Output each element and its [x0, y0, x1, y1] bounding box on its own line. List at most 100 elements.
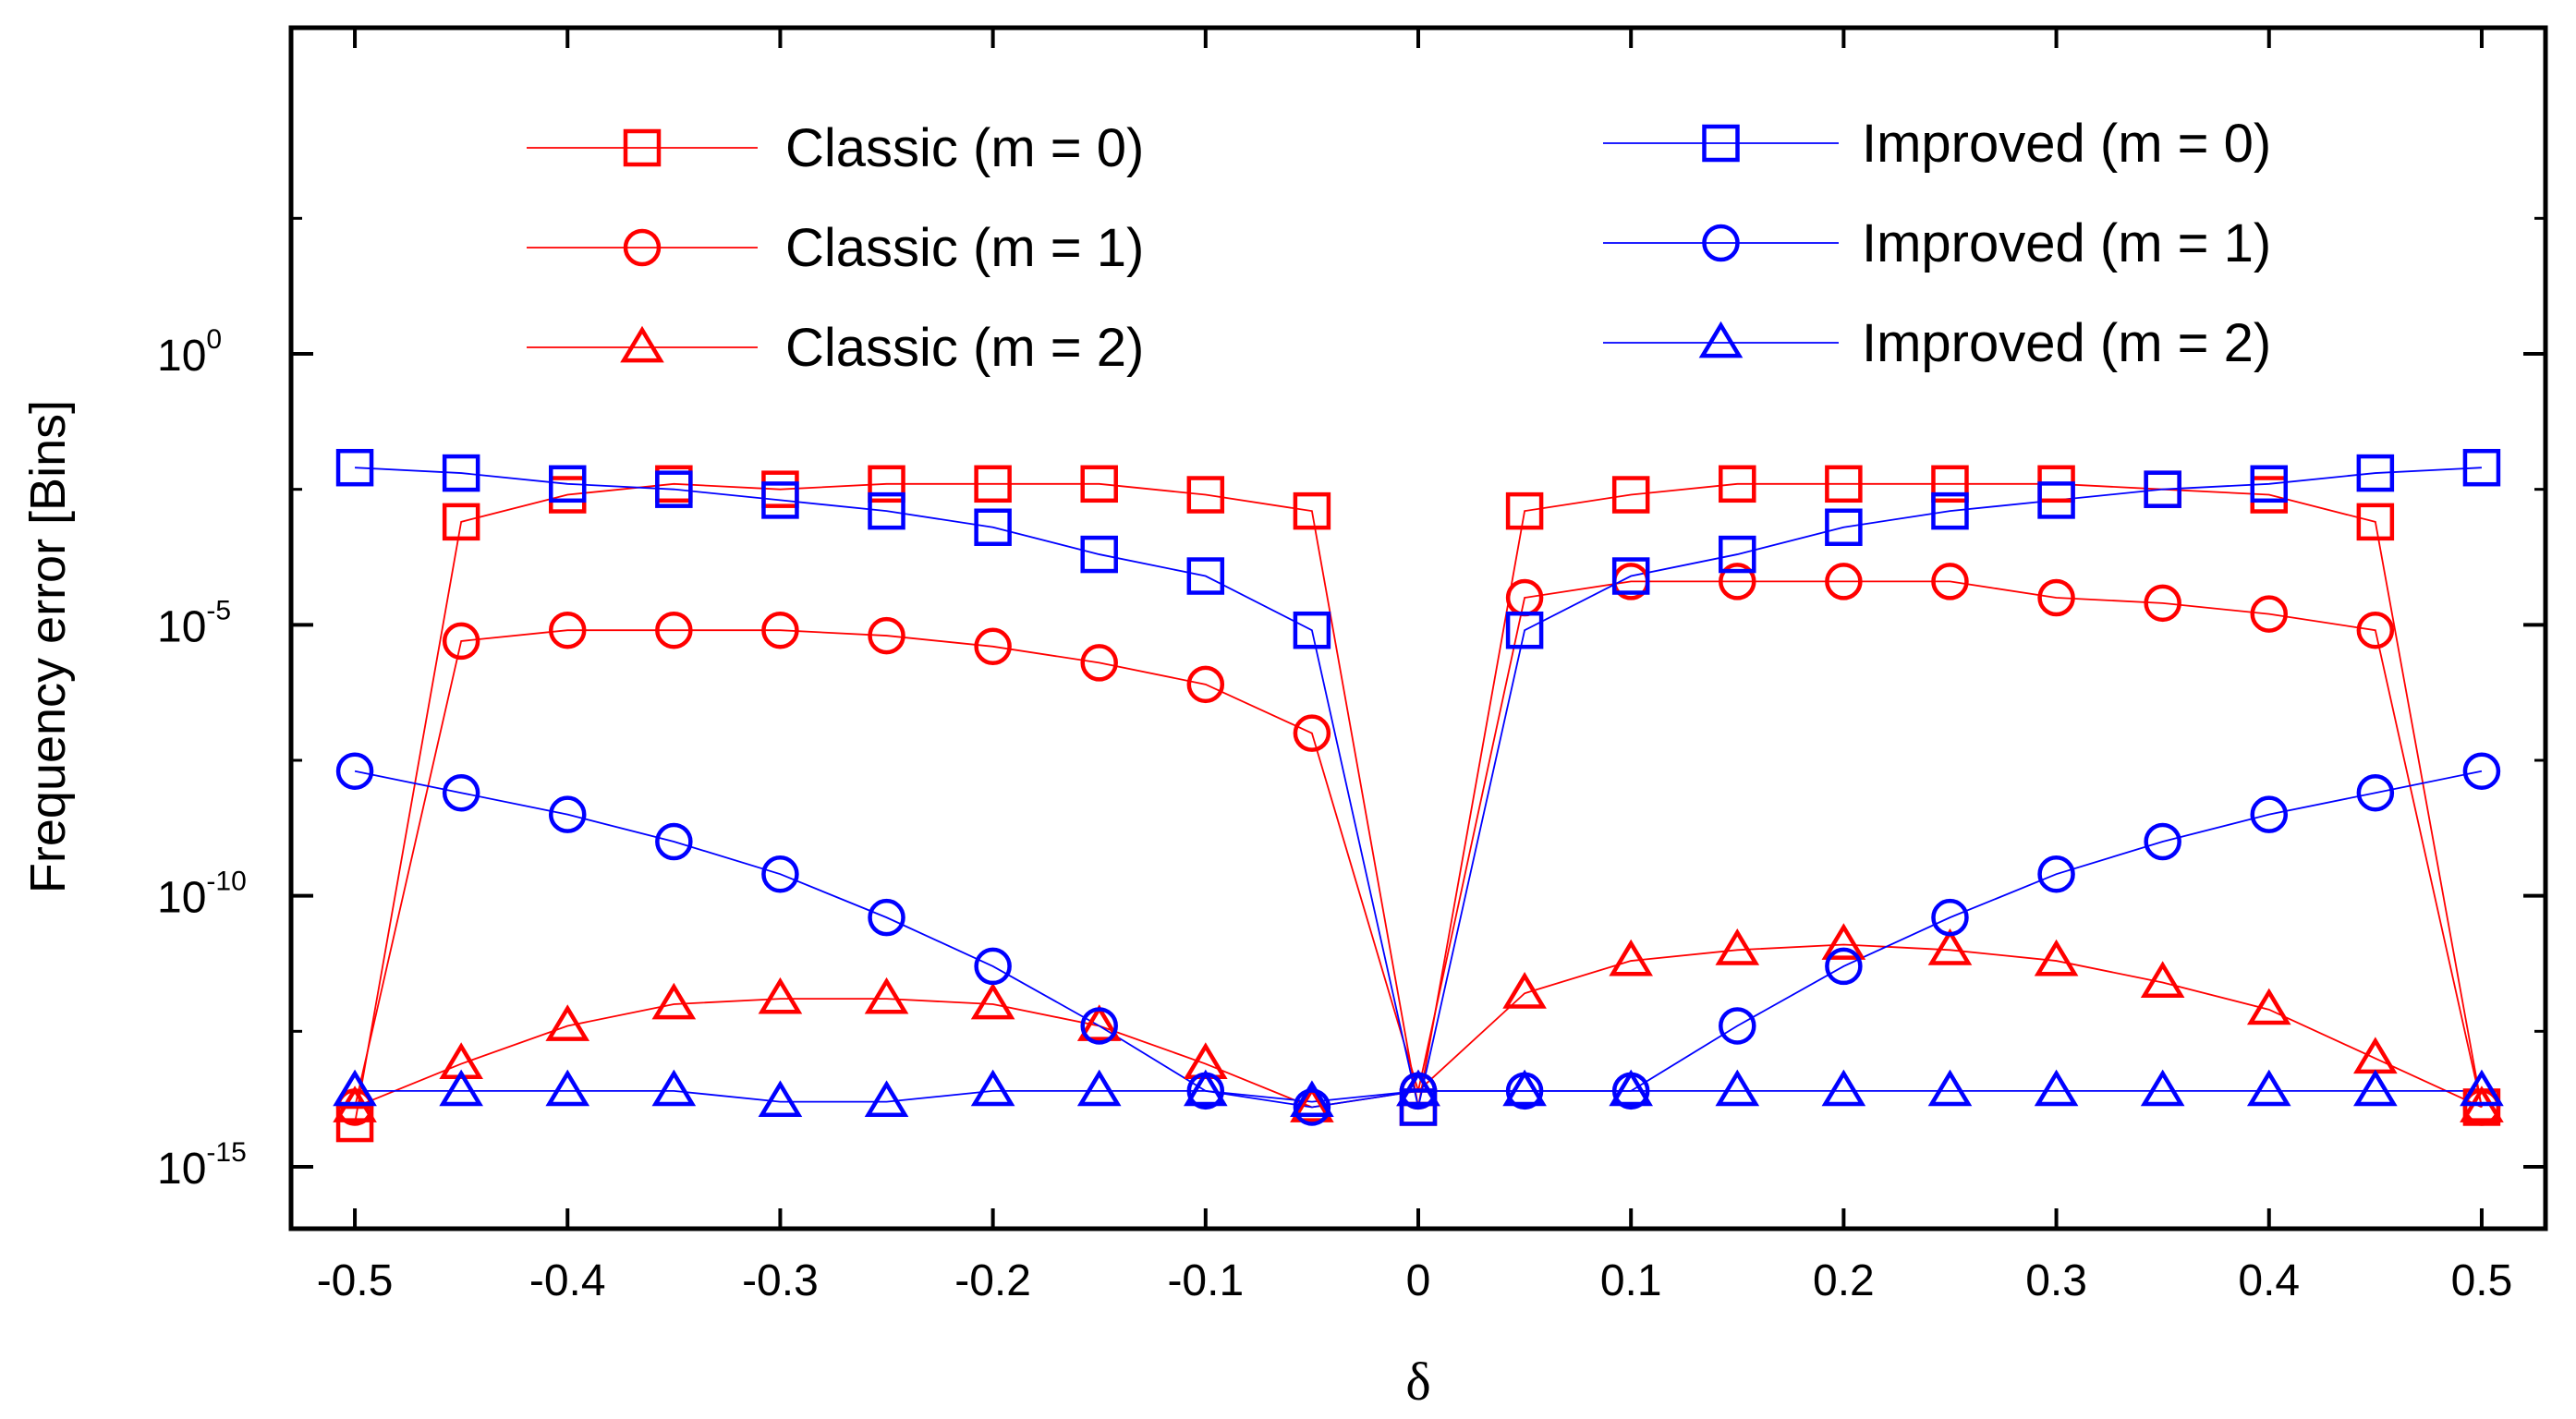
- data-point: [974, 627, 1012, 666]
- data-point: [651, 1069, 697, 1107]
- data-point: [1080, 535, 1118, 574]
- data-point: [1293, 611, 1331, 649]
- legend-label: Classic (m = 0): [785, 118, 1144, 178]
- data-point: [868, 898, 905, 937]
- data-point: [1080, 1007, 1118, 1045]
- y-tick-label: 100: [157, 324, 222, 381]
- y-tick-label: 10-10: [157, 867, 247, 923]
- data-point: [1502, 1069, 1547, 1107]
- legend-marker: [1702, 124, 1740, 163]
- data-point: [335, 752, 374, 790]
- data-point: [1186, 476, 1225, 514]
- legend-marker: [620, 325, 664, 363]
- x-tick-label: 0.5: [2451, 1256, 2513, 1305]
- data-point: [761, 481, 799, 519]
- data-point: [2460, 1069, 2504, 1107]
- data-point: [1611, 557, 1650, 595]
- legend-label: Improved (m = 0): [1862, 114, 2271, 174]
- data-point: [1186, 557, 1225, 595]
- y-tick-label: 10-15: [157, 1137, 247, 1194]
- data-point: [1715, 1069, 1760, 1107]
- data-point: [758, 976, 803, 1014]
- x-tick-label: -0.5: [317, 1256, 394, 1305]
- legend-label: Classic (m = 2): [785, 318, 1144, 378]
- axis-ticks: -0.5 -0.4 -0.3 -0.2 -0.1 0 0.1 0.2 0.3 0.4 0.5 10-1…: [157, 28, 2546, 1305]
- series-markers: [333, 448, 2504, 1143]
- data-point: [1719, 535, 1756, 574]
- data-point: [545, 1004, 590, 1041]
- data-point: [1399, 1088, 1438, 1126]
- data-point: [651, 982, 697, 1020]
- data-point: [1609, 1069, 1654, 1107]
- data-point: [1825, 508, 1863, 546]
- data-point: [2462, 752, 2501, 790]
- data-point: [1927, 928, 1973, 965]
- data-point: [2246, 1069, 2291, 1107]
- data-point: [1825, 563, 1863, 600]
- data-point: [974, 947, 1012, 986]
- data-point: [439, 1069, 483, 1107]
- data-point: [2462, 448, 2501, 487]
- data-point: [2353, 1069, 2398, 1107]
- data-point: [2250, 795, 2289, 833]
- data-point: [970, 1069, 1015, 1107]
- data-point: [335, 448, 374, 487]
- data-point: [1293, 491, 1331, 530]
- x-tick-label: -0.4: [529, 1256, 606, 1305]
- y-tick-label: 10-5: [157, 595, 231, 651]
- data-point: [970, 982, 1015, 1020]
- data-point: [1611, 476, 1650, 514]
- data-point: [2356, 611, 2395, 649]
- legend-label: Improved (m = 1): [1862, 213, 2271, 273]
- data-point: [1825, 465, 1863, 503]
- data-point: [1080, 644, 1118, 682]
- data-point: [2356, 454, 2395, 492]
- data-point: [974, 508, 1012, 546]
- data-point: [442, 454, 480, 492]
- data-point: [2140, 961, 2185, 998]
- x-tick-label: 0.2: [1813, 1256, 1875, 1305]
- data-point: [1825, 947, 1863, 986]
- data-point: [1076, 1069, 1122, 1107]
- data-point: [868, 465, 905, 503]
- data-point: [1076, 1004, 1122, 1041]
- data-point: [655, 470, 693, 508]
- y-axis-title: Frequency error [Bins]: [20, 400, 76, 893]
- data-point: [2144, 822, 2181, 861]
- data-point: [2034, 1069, 2079, 1107]
- data-point: [442, 622, 480, 661]
- data-point: [1186, 665, 1225, 704]
- data-point: [868, 491, 905, 530]
- data-point: [1290, 1085, 1334, 1122]
- data-point: [335, 1104, 374, 1143]
- data-point: [868, 616, 905, 655]
- data-point: [655, 611, 693, 649]
- data-point: [2037, 855, 2075, 893]
- legend-marker: [1702, 224, 1740, 262]
- data-point: [1183, 1069, 1228, 1107]
- data-point: [1931, 563, 1969, 600]
- data-point: [1293, 714, 1331, 752]
- data-point: [548, 611, 587, 649]
- data-point: [1821, 1069, 1866, 1107]
- data-point: [1821, 923, 1866, 960]
- data-point: [2037, 578, 2075, 617]
- data-point: [1719, 563, 1756, 600]
- data-point: [442, 503, 480, 541]
- x-tick-label: -0.3: [742, 1256, 819, 1305]
- data-point: [2144, 470, 2181, 508]
- data-point: [974, 465, 1012, 503]
- data-point: [864, 976, 909, 1014]
- data-point: [1502, 971, 1547, 1009]
- data-point: [1505, 491, 1544, 530]
- data-point: [2356, 773, 2395, 812]
- legend-marker: [1698, 321, 1744, 358]
- x-tick-label: 0: [1406, 1256, 1431, 1305]
- x-tick-label: 0.1: [1600, 1256, 1662, 1305]
- data-point: [1931, 898, 1969, 937]
- data-point: [1293, 1088, 1331, 1126]
- data-point: [1505, 611, 1544, 649]
- data-point: [1715, 928, 1760, 965]
- data-point: [2246, 988, 2291, 1025]
